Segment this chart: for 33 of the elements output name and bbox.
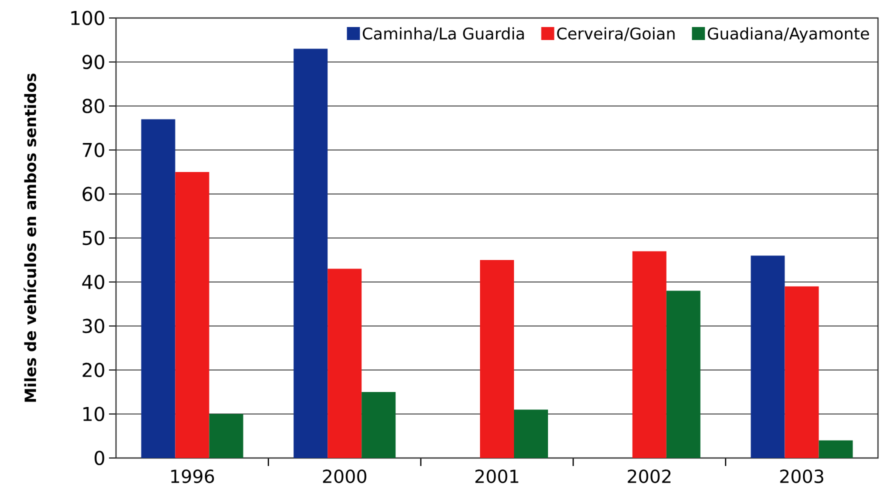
y-tick-label: 80 bbox=[82, 98, 104, 114]
bar bbox=[480, 260, 514, 458]
x-tick-label: 2002 bbox=[628, 470, 670, 484]
bar bbox=[818, 440, 853, 458]
bar bbox=[750, 256, 785, 458]
x-tick-label: 2000 bbox=[323, 470, 366, 484]
bar bbox=[294, 48, 328, 458]
y-tick-label: 10 bbox=[83, 406, 104, 422]
bar bbox=[784, 286, 819, 458]
y-tick-label: 100 bbox=[71, 10, 104, 26]
y-tick-label: 50 bbox=[82, 230, 104, 246]
y-tick-label: 40 bbox=[82, 274, 104, 290]
bar bbox=[362, 392, 396, 458]
y-tick-label: 60 bbox=[82, 186, 104, 202]
y-tick-label: 0 bbox=[94, 450, 104, 466]
bar bbox=[632, 251, 666, 458]
x-tick-label: 2001 bbox=[475, 470, 518, 484]
y-tick-label: 20 bbox=[82, 362, 104, 378]
bar bbox=[141, 119, 176, 458]
bar bbox=[328, 268, 362, 458]
bar bbox=[666, 290, 700, 458]
legend-label: Caminha/La Guardia bbox=[362, 27, 524, 41]
legend-label: Cerveira/Goian bbox=[557, 27, 675, 41]
bar bbox=[175, 172, 210, 458]
x-tick-label: 1996 bbox=[171, 470, 214, 484]
legend-label: Guadiana/Ayamonte bbox=[708, 27, 869, 43]
bar bbox=[209, 414, 244, 458]
y-axis-title: Miles de vehículos en ambos sentidos bbox=[24, 74, 36, 402]
y-tick-label: 30 bbox=[82, 318, 104, 334]
bar bbox=[514, 410, 548, 458]
y-tick-label: 90 bbox=[82, 54, 104, 70]
y-tick-label: 70 bbox=[82, 142, 104, 158]
x-tick-label: 2003 bbox=[780, 470, 824, 484]
